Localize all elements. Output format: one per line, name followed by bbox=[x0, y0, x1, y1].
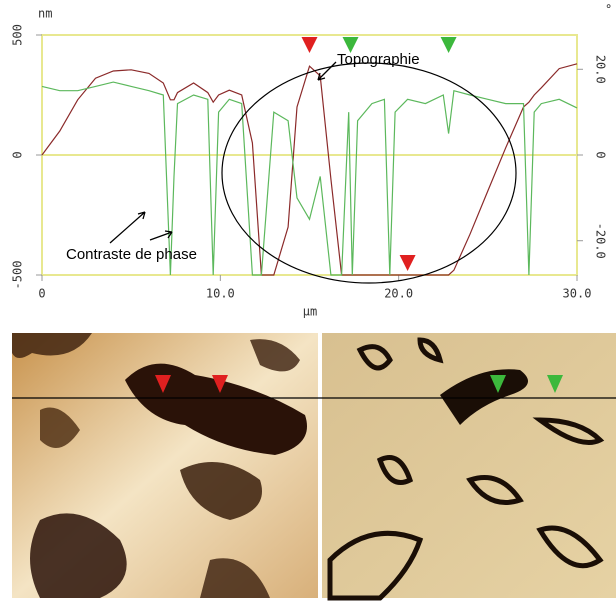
annotation: Topographie bbox=[337, 51, 420, 68]
cursor bbox=[440, 37, 457, 53]
annotation: Contraste de phase bbox=[66, 246, 197, 263]
x-label: µm bbox=[303, 305, 317, 319]
annotation-arrow bbox=[109, 61, 337, 244]
series-line bbox=[41, 63, 578, 276]
cursor bbox=[301, 37, 318, 53]
x-tick-label: 30.0 bbox=[563, 287, 592, 301]
phase-image bbox=[322, 333, 616, 601]
y-unit: nm bbox=[38, 7, 52, 21]
y-tick-label: 0 bbox=[11, 151, 25, 158]
series-line bbox=[41, 81, 578, 276]
x-tick-label: 20.0 bbox=[384, 287, 413, 301]
cursor bbox=[399, 255, 416, 271]
image-cursor bbox=[155, 375, 228, 393]
y2-tick-label: 20.0 bbox=[594, 55, 608, 84]
y2-tick-label: -20.0 bbox=[594, 223, 608, 259]
topography-image bbox=[12, 333, 318, 598]
y2-tick-label: 0 bbox=[594, 151, 608, 158]
image-cursor bbox=[490, 375, 563, 393]
y-tick-label: -500 bbox=[11, 261, 25, 290]
y2-unit: ° bbox=[605, 3, 612, 17]
highlight-ellipse bbox=[221, 62, 517, 284]
cursor bbox=[342, 37, 359, 53]
x-tick-label: 0 bbox=[38, 287, 45, 301]
y-tick-label: 500 bbox=[11, 24, 25, 46]
x-tick-label: 10.0 bbox=[206, 287, 235, 301]
